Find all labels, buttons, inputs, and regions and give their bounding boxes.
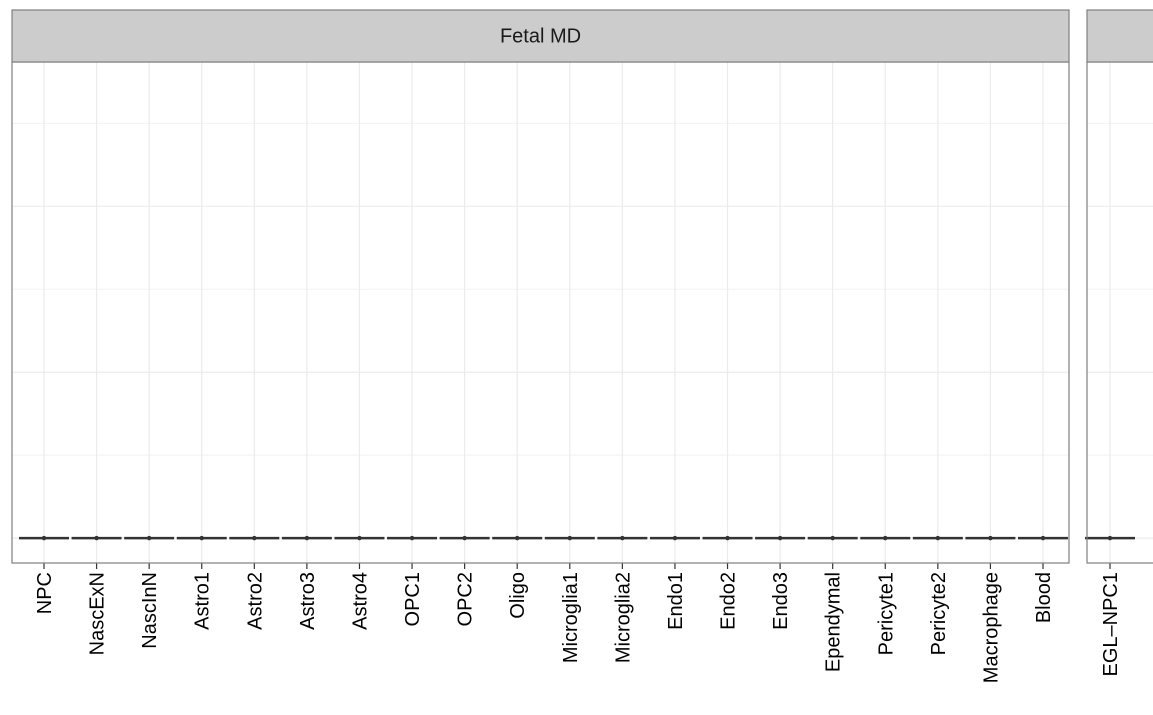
x-tick-label: EGL–NPC1 bbox=[1100, 572, 1122, 677]
x-tick-label: Endo3 bbox=[770, 572, 792, 630]
median-point bbox=[567, 535, 572, 541]
x-tick-label: Astro3 bbox=[297, 572, 319, 630]
x-tick-label: Astro2 bbox=[244, 572, 266, 630]
median-point bbox=[41, 535, 47, 541]
x-tick-label: Endo2 bbox=[718, 572, 740, 630]
x-tick-label: Ependymal bbox=[823, 572, 845, 672]
median-point bbox=[304, 535, 310, 541]
strip bbox=[1086, 9, 1153, 63]
x-tick-label: Oligo bbox=[507, 572, 529, 619]
median-point bbox=[883, 535, 888, 541]
x-tick-label: OPC2 bbox=[455, 572, 477, 626]
panel-background bbox=[12, 62, 1069, 563]
x-tick-label: Astro4 bbox=[349, 572, 371, 630]
x-tick-label: NascExN bbox=[87, 572, 109, 655]
x-tick-label: NPC bbox=[34, 572, 56, 614]
median-point bbox=[1107, 535, 1113, 541]
x-tick-label: NascInN bbox=[139, 572, 161, 649]
median-point bbox=[672, 535, 678, 541]
median-point bbox=[515, 535, 520, 541]
panel-background bbox=[1087, 62, 1153, 563]
x-tick-label: Macrophage bbox=[980, 572, 1002, 683]
median-point bbox=[935, 535, 941, 541]
strip-title: Fetal MD bbox=[500, 25, 581, 47]
median-point bbox=[1040, 535, 1046, 541]
x-tick-label: Endo1 bbox=[665, 572, 687, 630]
median-point bbox=[409, 535, 415, 541]
x-tick-label: Astro1 bbox=[192, 572, 214, 630]
strip bbox=[11, 9, 1070, 63]
x-tick-label: OPC1 bbox=[402, 572, 424, 626]
median-point bbox=[620, 535, 625, 541]
median-point bbox=[199, 535, 204, 541]
x-tick-label: Microglia2 bbox=[612, 572, 634, 663]
x-tick-label: Microglia1 bbox=[560, 572, 582, 663]
median-point bbox=[146, 535, 152, 541]
x-tick-label: Pericyte2 bbox=[928, 572, 950, 655]
median-point bbox=[725, 535, 730, 541]
median-point bbox=[357, 535, 362, 541]
x-tick-label: Blood bbox=[1033, 572, 1055, 623]
x-tick-label: Pericyte1 bbox=[875, 572, 897, 655]
median-point bbox=[988, 535, 993, 541]
median-point bbox=[252, 535, 257, 541]
median-point bbox=[830, 535, 835, 541]
median-point bbox=[462, 535, 467, 541]
median-point bbox=[94, 535, 99, 541]
median-point bbox=[777, 535, 783, 541]
